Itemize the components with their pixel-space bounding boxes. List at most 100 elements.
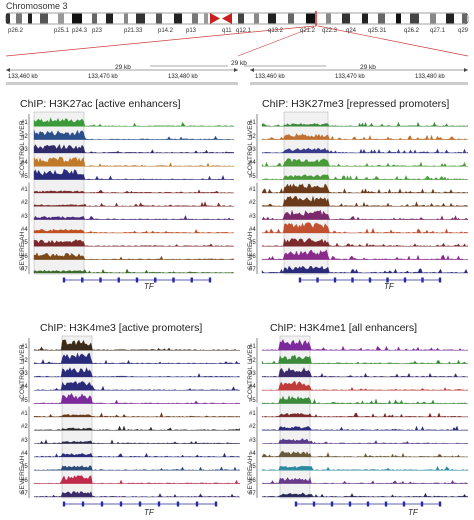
signal-track	[261, 209, 469, 220]
track-label: #3	[21, 371, 28, 377]
centromere-marker	[222, 13, 232, 24]
track-label: #6	[249, 253, 256, 260]
track-label: #2	[21, 200, 28, 207]
track-label: #3	[249, 437, 256, 444]
gene-exon	[298, 277, 302, 283]
chromosome-band	[306, 13, 315, 24]
chromosome-band	[156, 13, 162, 24]
chromosome-band-label: q12.1	[236, 28, 252, 34]
panel-title-h3k4me3: ChIP: H3K4me3 [active promoters]	[40, 322, 203, 334]
track-label: #3	[249, 371, 256, 377]
track-label: #1	[21, 411, 28, 417]
coordinate-ruler	[6, 82, 238, 85]
signal-track	[33, 189, 235, 194]
coord-label-left-1: 133,460 kb	[8, 74, 38, 80]
track-label: #3	[21, 213, 28, 220]
signal-track	[261, 380, 469, 391]
track-label: #2	[249, 424, 256, 431]
panel-title-h3k27me3: ChIP: H3K27me3 [repressed promoters]	[262, 98, 450, 110]
gene-exon	[348, 501, 352, 507]
signal-track	[261, 174, 469, 181]
chromosome-band	[58, 13, 64, 24]
gene-exon	[208, 277, 212, 283]
gene-exon	[138, 501, 142, 507]
gene-exon	[81, 501, 85, 507]
signal-track	[33, 214, 235, 220]
signal-track	[261, 121, 469, 127]
track-label: #5	[21, 240, 28, 247]
signal-track	[261, 476, 469, 484]
gene-exon	[100, 501, 104, 507]
track-label: #2	[249, 133, 256, 140]
gene-exon	[438, 501, 442, 507]
signal-track	[33, 201, 235, 207]
track-label: #1	[249, 187, 256, 193]
track-label: #2	[21, 424, 28, 431]
zoom-line-left	[5, 25, 315, 57]
chromosome-band	[16, 13, 22, 24]
signal-track	[261, 222, 469, 234]
signal-track	[261, 465, 469, 471]
track-label: #7	[249, 267, 256, 273]
gene-exon	[190, 277, 193, 283]
chromosome-band-label: q25.31	[368, 28, 387, 34]
signal-track	[33, 381, 241, 391]
chromosome-band-label: p25.1	[54, 28, 70, 34]
signal-track	[33, 117, 235, 127]
signal-track	[33, 129, 235, 140]
chromosome-band	[342, 13, 350, 24]
track-label: #2	[21, 133, 28, 140]
signal-track	[261, 158, 469, 167]
track-label: #1	[249, 344, 256, 351]
signal-track	[33, 352, 241, 364]
track-label: #6	[249, 477, 256, 484]
signal-track	[261, 450, 469, 458]
group-label-severe-ah: SEVERE AH	[247, 455, 254, 494]
gene-exon	[176, 501, 180, 507]
chromosome-band	[288, 13, 294, 24]
gene-label-h3k27me3: TF	[384, 282, 394, 291]
signal-track	[33, 425, 241, 431]
signal-track	[261, 195, 469, 207]
gene-exon	[351, 277, 354, 283]
signal-track	[33, 367, 241, 378]
track-label: #5	[21, 464, 28, 471]
track-label: #2	[249, 200, 256, 207]
zoom-line-mid	[237, 25, 317, 57]
signal-track	[33, 393, 241, 404]
gene-exon	[172, 277, 175, 283]
track-label: #1	[249, 120, 256, 127]
gene-exon	[333, 277, 337, 283]
gene-exon	[62, 501, 66, 507]
chromosome-band-label: p13	[186, 28, 197, 34]
chromosome-band-label: p23	[92, 28, 103, 34]
chromosome-band	[238, 13, 244, 24]
track-label: #4	[21, 451, 28, 457]
chromosome-band-label: q26.2	[404, 28, 420, 34]
track-label: #3	[249, 213, 256, 220]
signal-track	[261, 438, 469, 444]
chromosome-band	[362, 13, 368, 24]
chromosome-band-label: q11	[222, 28, 232, 34]
gene-exon	[119, 501, 123, 507]
gene-exon	[99, 277, 102, 283]
chromosome-band	[462, 13, 467, 24]
track-label: #3	[21, 147, 28, 153]
chromosome-title: Chromosome 3	[6, 1, 68, 11]
track-label: #5	[249, 397, 256, 404]
signal-track	[261, 412, 469, 418]
signal-track	[261, 249, 469, 260]
gene-label-h3k27ac: TF	[144, 282, 154, 291]
chromosome-band	[6, 13, 10, 24]
span-arrow	[464, 68, 468, 72]
track-label: #3	[249, 147, 256, 153]
chromosome-band	[174, 13, 182, 24]
gene-exon	[154, 277, 157, 283]
coordinate-ruler	[250, 82, 468, 85]
signal-track	[261, 339, 469, 351]
track-label: #7	[21, 491, 28, 497]
signal-track	[33, 452, 241, 458]
track-label: #5	[21, 397, 28, 404]
track-label: #3	[21, 437, 28, 444]
gene-exon	[403, 277, 407, 283]
